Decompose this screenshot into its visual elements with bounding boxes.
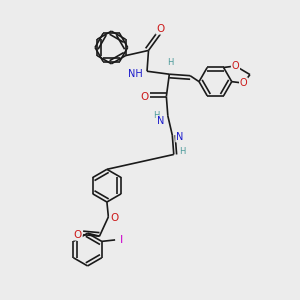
Text: N: N — [157, 116, 164, 126]
Text: O: O — [140, 92, 149, 101]
Text: H: H — [179, 147, 186, 156]
Text: O: O — [232, 61, 239, 71]
Text: H: H — [153, 111, 159, 120]
Text: O: O — [110, 213, 118, 224]
Text: H: H — [168, 58, 174, 67]
Text: NH: NH — [128, 69, 143, 79]
Text: O: O — [156, 24, 164, 34]
Text: N: N — [176, 132, 183, 142]
Text: I: I — [119, 235, 123, 245]
Text: O: O — [74, 230, 82, 240]
Text: O: O — [240, 78, 248, 88]
